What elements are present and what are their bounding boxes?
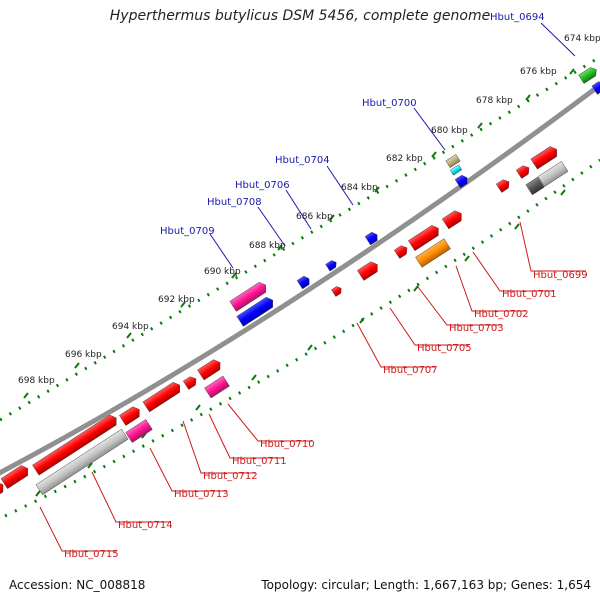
gene-feature[interactable] (0, 480, 6, 497)
gene-feature[interactable] (441, 209, 464, 230)
scale-label: 694 kbp (112, 322, 149, 332)
scale-label: 680 kbp (431, 126, 468, 136)
gene-label[interactable]: Hbut_0700 (362, 98, 417, 109)
scale-label: 688 kbp (249, 241, 286, 251)
upper-scale-arc (0, 58, 596, 422)
gene-label[interactable]: Hbut_0694 (490, 12, 545, 23)
lower-major-ticks (35, 189, 566, 497)
scale-label: 686 kbp (296, 212, 333, 222)
gene-feature[interactable] (125, 419, 153, 443)
gene-feature[interactable] (325, 259, 339, 272)
gene-feature[interactable] (525, 176, 545, 196)
scale-label: 692 kbp (158, 295, 195, 305)
gene-feature[interactable] (331, 285, 343, 297)
gene-feature[interactable] (515, 164, 532, 179)
gene-feature[interactable] (296, 275, 312, 290)
gene-label[interactable]: Hbut_0715 (64, 549, 119, 560)
gene-feature[interactable] (393, 244, 410, 259)
genome-backbone (0, 81, 600, 476)
gene-feature[interactable] (415, 238, 451, 268)
gene-label[interactable]: Hbut_0710 (260, 439, 315, 450)
gene-feature[interactable] (204, 375, 230, 399)
genome-summary: Topology: circular; Length: 1,667,163 bp… (261, 578, 591, 592)
gene-label[interactable]: Hbut_0709 (160, 226, 215, 237)
gene-feature[interactable] (578, 65, 600, 84)
gene-label[interactable]: Hbut_0708 (207, 197, 262, 208)
gene-feature[interactable] (32, 413, 119, 476)
gene-feature[interactable] (530, 144, 560, 170)
gene-feature[interactable] (364, 231, 380, 246)
gene-label[interactable]: Hbut_0713 (174, 489, 229, 500)
scale-label: 674 kbp (564, 34, 600, 44)
gene-feature[interactable] (537, 161, 569, 187)
scale-label: 690 kbp (204, 267, 241, 277)
gene-feature[interactable] (142, 380, 183, 413)
gene-label[interactable]: Hbut_0706 (235, 180, 290, 191)
gene-feature[interactable] (454, 174, 470, 189)
scale-label: 678 kbp (476, 96, 513, 106)
scale-labels: 674 kbp 676 kbp 678 kbp 680 kbp 682 kbp … (18, 34, 600, 386)
gene-feature[interactable] (591, 80, 600, 95)
lower-scale-arc (4, 158, 600, 518)
gene-label[interactable]: Hbut_0705 (417, 343, 472, 354)
gene-feature[interactable] (229, 280, 269, 312)
gene-feature[interactable] (408, 223, 441, 252)
top-leader-lines (209, 22, 576, 269)
gene-feature[interactable] (182, 375, 199, 390)
scale-label: 696 kbp (65, 350, 102, 360)
gene-feature[interactable] (0, 463, 31, 489)
gene-feature[interactable] (35, 428, 129, 496)
gene-label[interactable]: Hbut_0702 (474, 309, 529, 320)
gene-label[interactable]: Hbut_0714 (118, 520, 173, 531)
gene-label[interactable]: Hbut_0711 (232, 456, 287, 467)
accession-label: Accession: NC_008818 (9, 578, 146, 592)
scale-label: 676 kbp (520, 67, 557, 77)
gene-label[interactable]: Hbut_0703 (449, 323, 504, 334)
bottom-leader-lines (39, 221, 586, 552)
gene-label[interactable]: Hbut_0712 (203, 471, 258, 482)
upper-major-ticks (23, 68, 575, 399)
gene-label[interactable]: Hbut_0707 (383, 365, 438, 376)
bottom-gene-labels: Hbut_0699 Hbut_0701 Hbut_0702 Hbut_0703 … (64, 270, 588, 560)
scale-label: 698 kbp (18, 376, 55, 386)
gene-feature[interactable] (236, 295, 276, 327)
gene-feature[interactable] (449, 164, 463, 176)
scale-label: 682 kbp (386, 154, 423, 164)
gene-feature[interactable] (197, 357, 224, 381)
gene-feature[interactable] (357, 260, 380, 281)
gene-label[interactable]: Hbut_0701 (502, 289, 557, 300)
scale-label: 684 kbp (341, 183, 378, 193)
gene-label[interactable]: Hbut_0699 (533, 270, 588, 281)
gene-features (0, 65, 600, 497)
gene-feature[interactable] (119, 405, 142, 426)
top-gene-labels: Hbut_0694 Hbut_0700 Hbut_0704 Hbut_0706 … (160, 12, 545, 237)
gene-feature[interactable] (495, 178, 512, 193)
gene-label[interactable]: Hbut_0704 (275, 155, 330, 166)
gene-feature[interactable] (445, 154, 461, 168)
map-title: Hyperthermus butylicus DSM 5456, complet… (109, 8, 491, 24)
